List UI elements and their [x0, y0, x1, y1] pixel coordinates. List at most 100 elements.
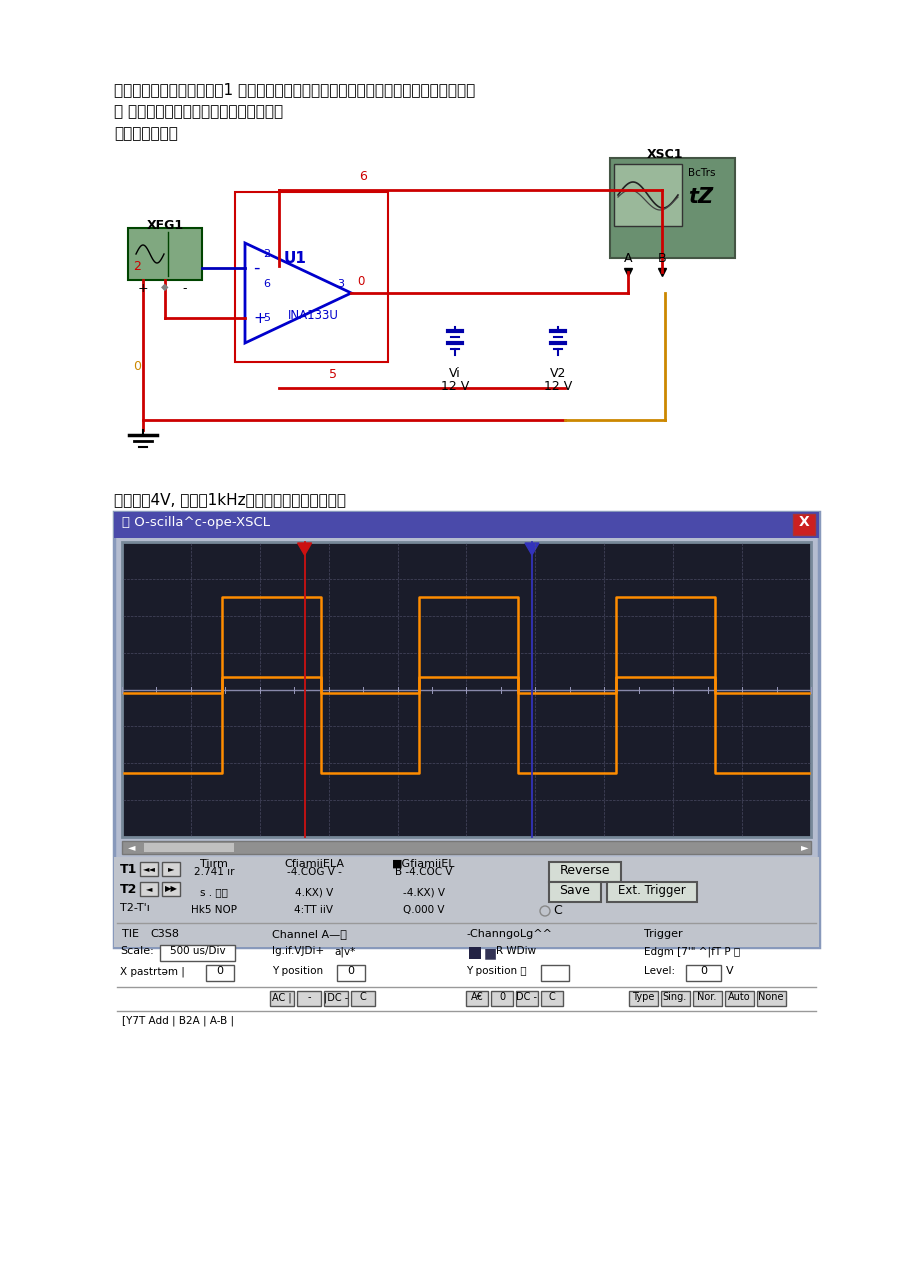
Text: lg.if.VJDi+: lg.if.VJDi+: [272, 945, 323, 956]
Text: C3S8: C3S8: [150, 929, 179, 939]
Text: -4.KX) V: -4.KX) V: [403, 887, 445, 897]
Text: Save: Save: [559, 884, 590, 897]
Text: T2: T2: [119, 883, 137, 896]
Text: 0: 0: [216, 966, 223, 976]
FancyBboxPatch shape: [162, 862, 180, 876]
Text: ►: ►: [167, 864, 174, 873]
Text: XSC1: XSC1: [646, 148, 683, 161]
Text: X pastrtəm |: X pastrtəm |: [119, 966, 185, 977]
FancyBboxPatch shape: [469, 947, 481, 959]
Polygon shape: [244, 242, 351, 343]
FancyBboxPatch shape: [336, 964, 365, 981]
Text: -ChanngoLg^^: -ChanngoLg^^: [466, 929, 551, 939]
Text: 取输入为4V, 频率为1kHz的方波，得到输出结果为: 取输入为4V, 频率为1kHz的方波，得到输出结果为: [114, 492, 346, 508]
Text: ◄: ◄: [128, 843, 135, 851]
FancyBboxPatch shape: [549, 862, 620, 882]
Text: Scale:: Scale:: [119, 945, 153, 956]
FancyBboxPatch shape: [692, 991, 721, 1006]
Text: 2.741 ır: 2.741 ır: [194, 867, 234, 877]
Text: Edgm [7'" ^|fT P 临: Edgm [7'" ^|fT P 临: [643, 945, 739, 957]
Text: Q.000 V: Q.000 V: [403, 905, 444, 915]
Text: U1: U1: [283, 250, 306, 265]
Text: Hk5 NOP: Hk5 NOP: [191, 905, 237, 915]
FancyBboxPatch shape: [466, 991, 487, 1006]
FancyBboxPatch shape: [351, 991, 375, 1006]
FancyBboxPatch shape: [609, 159, 734, 258]
Text: |DC -: |DC -: [323, 992, 347, 1003]
FancyBboxPatch shape: [792, 514, 814, 536]
Text: ◄: ◄: [145, 884, 152, 893]
Text: 0: 0: [498, 992, 505, 1003]
FancyBboxPatch shape: [660, 991, 689, 1006]
Text: 4:TT iiV: 4:TT iiV: [294, 905, 333, 915]
Text: AC |: AC |: [272, 992, 291, 1003]
FancyBboxPatch shape: [540, 991, 562, 1006]
FancyBboxPatch shape: [128, 228, 202, 280]
FancyBboxPatch shape: [114, 857, 818, 947]
Text: ■GfiamiiEL: ■GfiamiiEL: [391, 859, 455, 869]
Text: V: V: [725, 966, 732, 976]
Text: +: +: [138, 282, 148, 294]
FancyBboxPatch shape: [516, 991, 538, 1006]
Text: 0: 0: [699, 966, 707, 976]
Text: -4.COG V -: -4.COG V -: [286, 867, 341, 877]
Text: XFG1: XFG1: [146, 220, 184, 232]
FancyBboxPatch shape: [140, 882, 158, 896]
Text: Vi: Vi: [448, 367, 460, 379]
Text: 6: 6: [358, 170, 367, 183]
Text: ◆: ◆: [161, 282, 168, 292]
Polygon shape: [297, 543, 312, 555]
Text: 0: 0: [347, 966, 354, 976]
FancyBboxPatch shape: [613, 164, 681, 226]
FancyBboxPatch shape: [269, 991, 294, 1006]
Text: 12 V: 12 V: [440, 379, 469, 393]
FancyBboxPatch shape: [144, 843, 233, 851]
Text: Type: Type: [631, 992, 653, 1003]
Text: B -4.COC V: B -4.COC V: [395, 867, 452, 877]
FancyBboxPatch shape: [540, 964, 568, 981]
Text: TIE: TIE: [122, 929, 139, 939]
FancyBboxPatch shape: [297, 991, 321, 1006]
FancyBboxPatch shape: [114, 511, 818, 947]
Text: X: X: [798, 515, 809, 529]
FancyBboxPatch shape: [549, 882, 600, 902]
Text: a|v*: a|v*: [334, 945, 355, 957]
Text: Sing.: Sing.: [663, 992, 686, 1003]
Text: Ext. Trigger: Ext. Trigger: [618, 884, 686, 897]
Text: Trigger: Trigger: [643, 929, 682, 939]
Text: Y position 回: Y position 回: [466, 966, 526, 976]
Text: ■: ■: [483, 945, 496, 961]
Text: Auto: Auto: [727, 992, 750, 1003]
Text: B: B: [657, 253, 665, 265]
Text: A€: A€: [471, 992, 482, 1003]
Text: Channel A—希: Channel A—希: [272, 929, 346, 939]
Text: 0: 0: [133, 360, 141, 373]
Text: T1: T1: [119, 863, 137, 876]
FancyBboxPatch shape: [629, 991, 657, 1006]
Text: +: +: [253, 311, 266, 326]
Text: DC -: DC -: [516, 992, 537, 1003]
Text: A: A: [623, 253, 631, 265]
Text: 0: 0: [357, 275, 364, 288]
Text: [Y7T Add | B2A | A-B |: [Y7T Add | B2A | A-B |: [122, 1015, 233, 1025]
FancyBboxPatch shape: [323, 991, 347, 1006]
FancyBboxPatch shape: [756, 991, 785, 1006]
Text: 3: 3: [336, 279, 344, 289]
Text: None: None: [757, 992, 783, 1003]
Text: Level:: Level:: [643, 966, 675, 976]
Text: CfiamiiELA: CfiamiiELA: [284, 859, 344, 869]
FancyBboxPatch shape: [160, 945, 234, 961]
Text: 冲 作用。可消除两级电路间的相互影响。: 冲 作用。可消除两级电路间的相互影响。: [114, 104, 283, 119]
FancyBboxPatch shape: [140, 862, 158, 876]
FancyBboxPatch shape: [114, 511, 818, 538]
Text: BcTrs: BcTrs: [687, 168, 715, 178]
Text: 6: 6: [263, 279, 269, 289]
Text: 2: 2: [133, 260, 141, 273]
Text: -: -: [307, 992, 311, 1003]
Text: ▶▶: ▶▶: [165, 884, 177, 893]
FancyBboxPatch shape: [724, 991, 754, 1006]
Text: s . 丁灯: s . 丁灯: [199, 887, 228, 897]
Text: tZ: tZ: [687, 187, 712, 207]
Text: -: -: [253, 259, 259, 277]
Polygon shape: [525, 543, 539, 555]
